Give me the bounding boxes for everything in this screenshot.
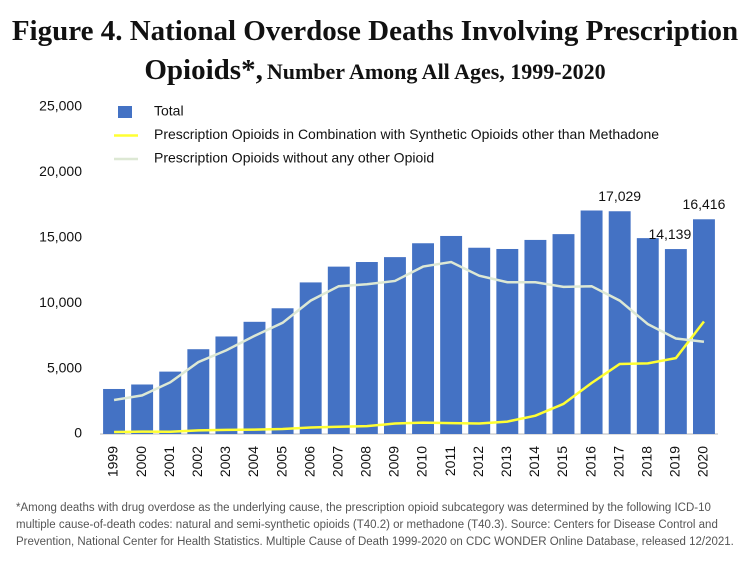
- line: [113, 260, 705, 402]
- bar: [440, 235, 463, 434]
- x-tick-label: 2005: [273, 446, 289, 477]
- y-tick-label: 15,000: [39, 229, 82, 245]
- x-tick-label: 1999: [105, 446, 121, 477]
- bar: [159, 371, 182, 434]
- bar: [327, 266, 350, 434]
- legend-label: Prescription Opioids in Combination with…: [154, 126, 659, 142]
- x-tick-label: 2011: [442, 446, 458, 476]
- bar: [299, 282, 322, 434]
- bar: [271, 308, 294, 434]
- y-tick-label: 5,000: [47, 359, 82, 375]
- line: [114, 320, 705, 434]
- bar: [103, 388, 126, 434]
- x-tick-label: 2020: [695, 446, 711, 477]
- data-label: 14,139: [648, 226, 691, 242]
- x-tick-label: 2012: [470, 446, 486, 477]
- bar: [664, 249, 687, 434]
- x-tick-label: 2008: [358, 446, 374, 477]
- bar: [608, 211, 631, 434]
- bar: [636, 238, 659, 434]
- legend-swatch: [118, 106, 132, 118]
- x-tick-label: 2016: [582, 446, 598, 477]
- bar: [412, 243, 435, 434]
- x-tick-label: 2017: [610, 446, 626, 477]
- title-block: Figure 4. National Overdose Deaths Invol…: [10, 14, 740, 92]
- legend-label: Prescription Opioids without any other O…: [154, 150, 434, 166]
- bar: [355, 262, 378, 434]
- bar: [187, 349, 210, 434]
- x-tick-label: 2019: [667, 446, 683, 477]
- x-tick-label: 2007: [329, 446, 345, 477]
- bar: [243, 321, 266, 434]
- x-tick-label: 2015: [554, 446, 570, 477]
- bar: [215, 336, 238, 434]
- x-tick-label: 2018: [638, 446, 654, 477]
- bar: [383, 257, 406, 434]
- x-tick-label: 2014: [526, 446, 542, 477]
- bar: [580, 210, 603, 434]
- legend-label: Total: [154, 103, 184, 119]
- x-tick-label: 2010: [414, 446, 430, 477]
- footnote: *Among deaths with drug overdose as the …: [16, 502, 734, 548]
- y-tick-label: 25,000: [39, 98, 82, 114]
- chart: 0 5,000 10,000 15,000 20,000 25,000 1999 2000 20…: [39, 98, 726, 477]
- data-label: 17,029: [598, 188, 641, 204]
- bar: [468, 247, 491, 434]
- x-tick-label: 2003: [217, 446, 233, 477]
- x-tick-label: 2001: [161, 446, 177, 477]
- bar: [524, 239, 547, 434]
- chart-subtitle: Number Among All Ages, 1999-2020: [266, 59, 606, 84]
- bar: [496, 248, 519, 434]
- data-label: 16,416: [683, 196, 726, 212]
- y-tick-label: 0: [74, 425, 82, 441]
- bar: [692, 219, 715, 434]
- y-tick-label: 10,000: [39, 294, 82, 310]
- bar: [552, 234, 575, 434]
- y-tick-label: 20,000: [39, 163, 82, 179]
- x-tick-label: 2004: [245, 446, 261, 477]
- chart-title: Figure 4. National Overdose Deaths Invol…: [11, 15, 739, 86]
- x-tick-label: 2009: [386, 446, 402, 477]
- x-tick-label: 2006: [301, 446, 317, 477]
- x-tick-label: 2002: [189, 446, 205, 477]
- x-tick-label: 2000: [133, 446, 149, 477]
- x-tick-label: 2013: [498, 446, 514, 477]
